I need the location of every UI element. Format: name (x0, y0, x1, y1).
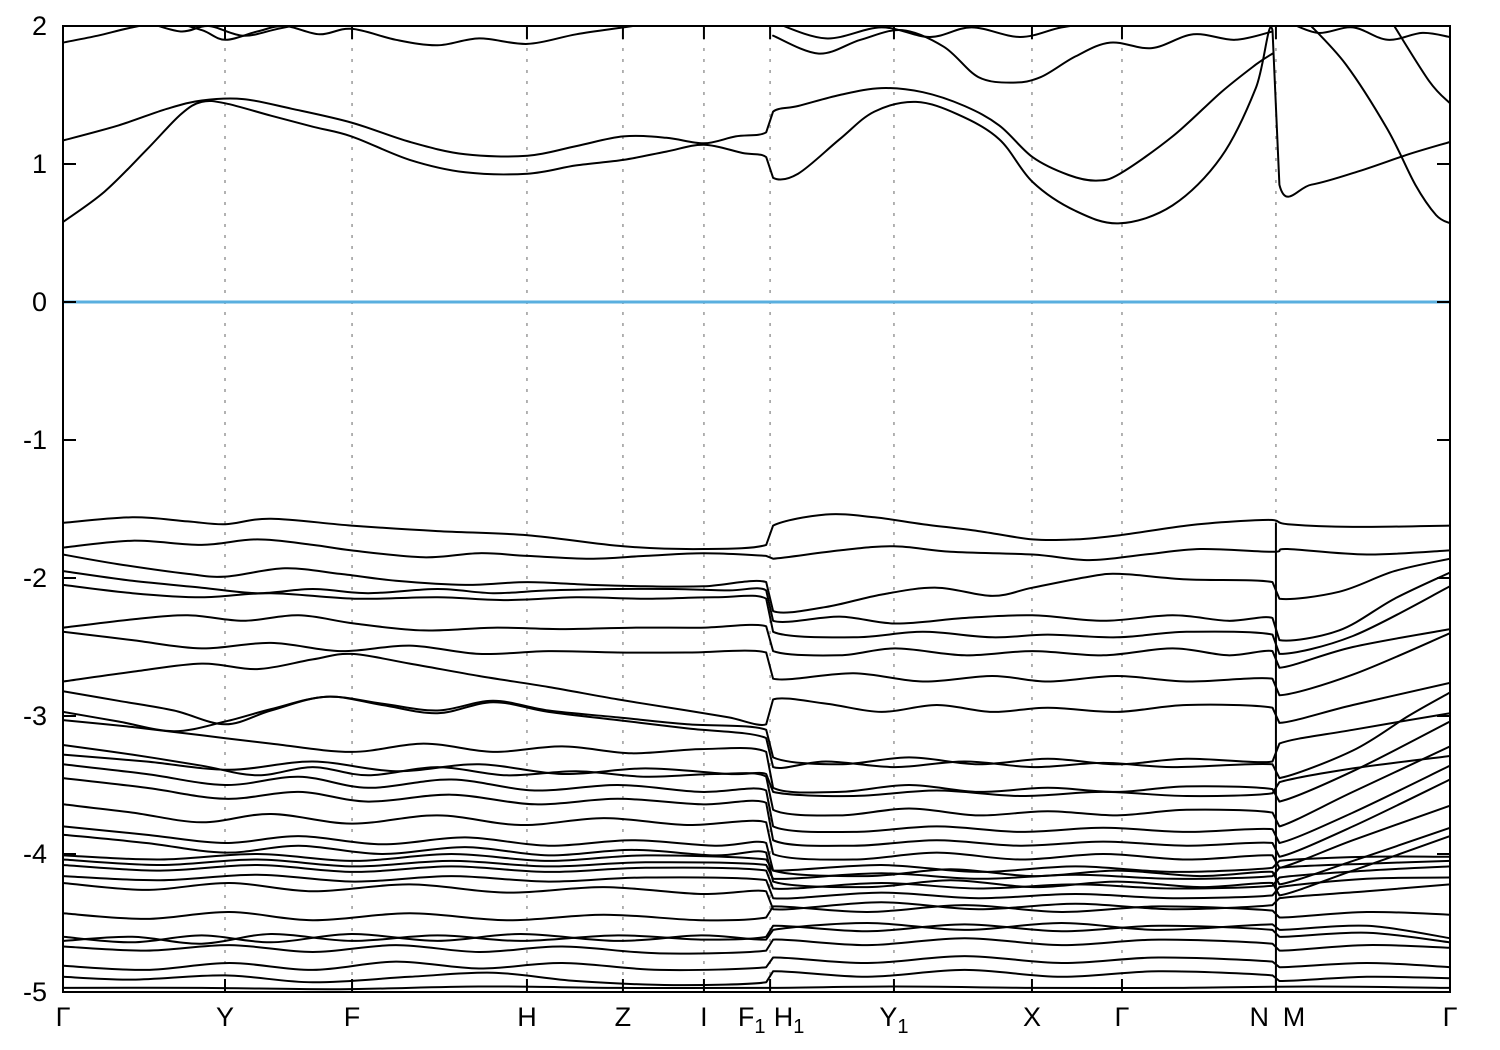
band-curve (63, 923, 1450, 945)
band-curve (63, 719, 1450, 803)
y-tick-label: -1 (23, 425, 47, 455)
band-curve (63, 955, 1450, 972)
tick-marks (63, 25, 1450, 993)
y-tick-label: -5 (23, 977, 47, 1007)
band-curve (63, 26, 640, 47)
band-curve (63, 858, 1450, 880)
y-tick-label: 0 (32, 287, 47, 317)
band-curve (63, 570, 1450, 642)
band-curve (63, 825, 1450, 886)
y-tick-label: 1 (32, 149, 47, 179)
y-tick-label: -3 (23, 701, 47, 731)
k-point-label: Γ (56, 1002, 71, 1032)
k-point-label: N (1250, 1002, 1270, 1032)
band-curve (63, 52, 1274, 182)
band-curve (63, 695, 1450, 766)
band-curve (1393, 26, 1450, 105)
band-curve (772, 29, 1274, 84)
band-curve (63, 968, 1450, 987)
bands-group (63, 26, 1450, 991)
k-point-label: I (700, 1002, 708, 1032)
band-curve (1309, 26, 1450, 225)
k-point-label: Z (615, 1002, 632, 1032)
k-point-label: Y1 (879, 1002, 908, 1038)
y-tick-label: -4 (23, 839, 47, 869)
band-curve (63, 833, 1450, 897)
band-curve (63, 852, 1450, 873)
band-curve (63, 803, 1450, 869)
k-point-label: F (344, 1002, 361, 1032)
band-curve (63, 777, 1450, 858)
y-tick-label: -2 (23, 563, 47, 593)
k-point-label: Γ (1115, 1002, 1130, 1032)
band-curve (63, 538, 1450, 562)
band-curve (63, 630, 1450, 697)
band-curve (63, 614, 1450, 669)
y-tick-label: 2 (32, 11, 47, 41)
band-curve (63, 513, 1450, 551)
band-curve (63, 652, 1450, 726)
k-point-label: H (517, 1002, 537, 1032)
plot-border (62, 25, 1451, 993)
k-point-label: Γ (1443, 1002, 1458, 1032)
band-curve (63, 985, 1450, 991)
k-point-label: M (1283, 1002, 1306, 1032)
band-curve (63, 583, 1450, 655)
k-point-label: X (1023, 1002, 1041, 1032)
band-curve (1294, 26, 1450, 41)
band-curve (63, 553, 1450, 614)
band-curve (63, 937, 1450, 955)
k-point-label: H1 (774, 1002, 805, 1038)
k-point-label: Y (216, 1002, 234, 1032)
band-curve (63, 753, 1450, 798)
k-point-label: F1 (738, 1002, 766, 1038)
band-curve (63, 863, 1450, 890)
band-curve (63, 873, 1450, 900)
band-curve (63, 26, 1450, 225)
band-curve (781, 26, 1078, 40)
band-curve (63, 904, 1450, 922)
band-curve (63, 690, 1450, 780)
band-curve (63, 763, 1450, 844)
